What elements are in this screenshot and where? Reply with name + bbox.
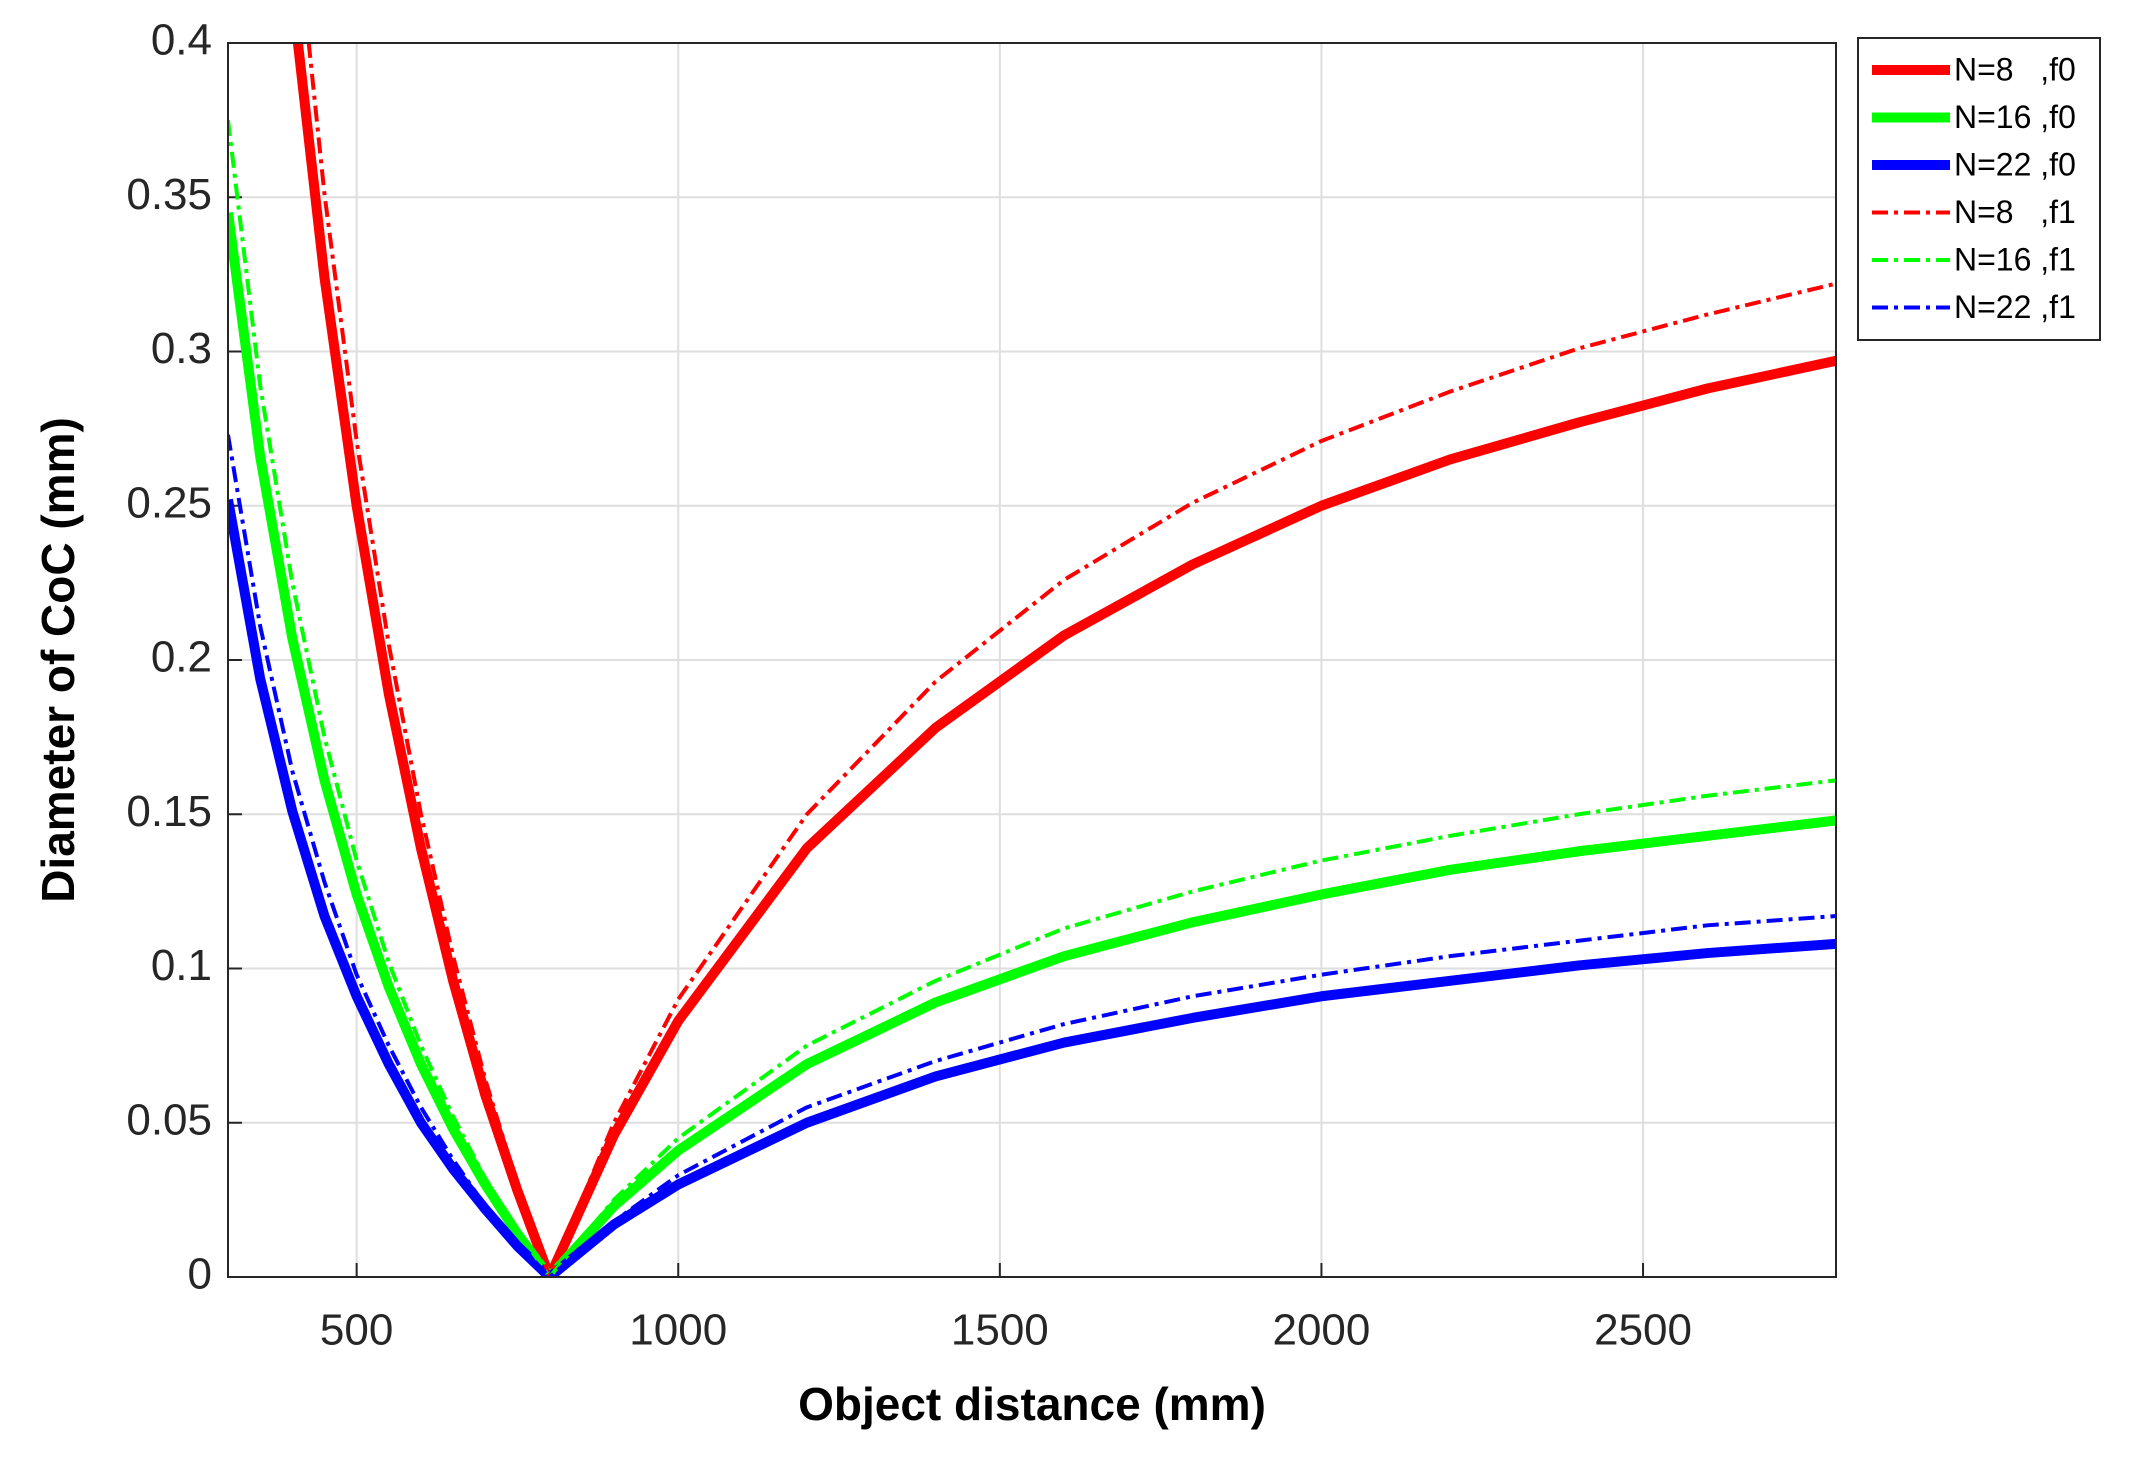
y-tick-label: 0.25: [126, 478, 212, 527]
y-tick-label: 0.3: [151, 324, 212, 373]
x-tick-label: 500: [320, 1306, 393, 1355]
legend: N=8 ,f0 N=16 ,f0 N=22 ,f0 N=8 ,f1 N=16 ,f1 N=…: [1872, 51, 2076, 325]
legend-label: N=22 ,f0: [1954, 146, 2076, 182]
plot-lines: [228, 43, 1836, 1277]
y-axis-label: Diameter of CoC (mm): [32, 417, 84, 903]
tick-labels: 500 1000 1500 2000 2500 0 0.05 0.1 0.15 0.2 0.25 0.…: [126, 16, 1692, 1355]
x-tick-label: 2500: [1594, 1306, 1692, 1355]
x-tick-label: 1000: [629, 1306, 727, 1355]
plot-frame: [227, 42, 1837, 1278]
y-tick-label: 0.2: [151, 633, 212, 682]
legend-label: N=16 ,f0: [1954, 99, 2076, 135]
y-tick-label: 0.4: [151, 16, 212, 65]
series-line: [228, 498, 1836, 1277]
legend-label: N=8 ,f1: [1954, 194, 2076, 230]
x-axis-label: Object distance (mm): [798, 1378, 1266, 1430]
legend-label: N=16 ,f1: [1954, 241, 2076, 277]
legend-label: N=8 ,f0: [1954, 51, 2076, 87]
y-tick-label: 0.05: [126, 1095, 212, 1144]
y-tick-label: 0.35: [126, 170, 212, 219]
legend-box: [1857, 37, 2101, 341]
y-tick-label: 0.15: [126, 787, 212, 836]
x-tick-label: 1500: [951, 1306, 1049, 1355]
series-line: [292, 43, 1836, 1277]
legend-label: N=22 ,f1: [1954, 289, 2076, 325]
series-line: [228, 434, 1836, 1277]
y-tick-label: 0: [188, 1250, 212, 1299]
y-tick-label: 0.1: [151, 941, 212, 990]
x-tick-label: 2000: [1272, 1306, 1370, 1355]
series-line: [228, 119, 1836, 1277]
series-line: [306, 43, 1836, 1277]
